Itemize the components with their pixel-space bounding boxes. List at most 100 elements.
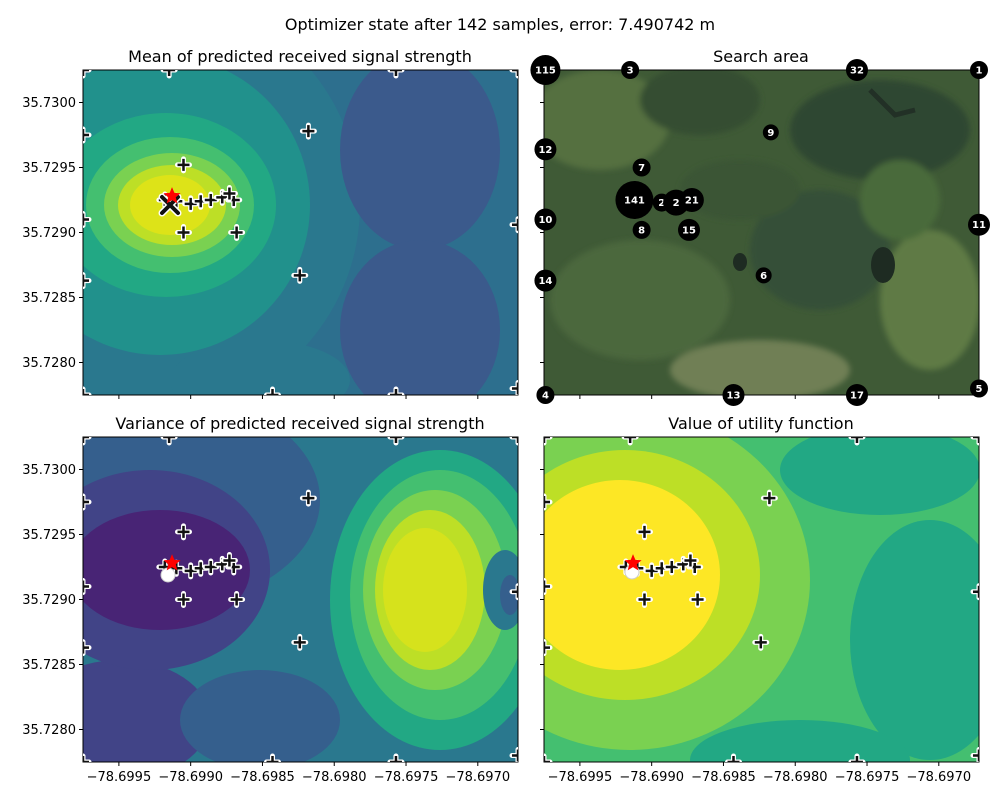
mean-contour-field <box>83 70 518 395</box>
sample-marker <box>160 70 178 79</box>
sample-count-bubble <box>968 213 990 236</box>
x-tick-label: −78.6990 <box>158 770 223 785</box>
variance-y-ticks: 35.7280 35.7285 35.7290 35.7295 35.7300 <box>22 463 83 738</box>
sample-count-bubble <box>722 384 745 406</box>
x-tick-label: −78.6980 <box>302 770 367 785</box>
sample-count-bubble <box>534 269 557 292</box>
y-tick-label: 35.7300 <box>22 96 76 111</box>
mean-y-ticks: 35.7280 35.7285 35.7290 35.7295 35.7300 <box>22 96 83 371</box>
y-tick-label: 35.7295 <box>22 161 76 176</box>
sample-count-label: 2 <box>673 198 680 209</box>
sample-marker <box>544 578 553 595</box>
panel-search-area-title: Search area <box>713 47 809 66</box>
panel-variance-title: Variance of predicted received signal st… <box>115 414 484 433</box>
sample-count-bubbles: 115 3 32 1 9 12 7 141 2 2 21 10 8 15 11 6 14 4 13 17 5 <box>530 55 990 406</box>
sample-marker <box>387 386 405 395</box>
sample-count-label: 3 <box>627 66 634 77</box>
sample-marker <box>220 552 238 569</box>
sample-count-label: 10 <box>538 215 552 226</box>
utility-true-location-star <box>624 554 642 571</box>
sample-count-bubble <box>621 61 640 79</box>
sample-marker <box>970 747 979 762</box>
sample-marker <box>387 70 405 79</box>
y-tick-label: 35.7285 <box>22 291 76 306</box>
sample-marker <box>635 591 653 608</box>
sample-count-bubble <box>970 61 988 79</box>
y-tick-label: 35.7280 <box>22 723 76 738</box>
sample-marker <box>689 591 707 608</box>
sample-marker <box>174 156 192 174</box>
sample-marker <box>970 583 979 601</box>
panel-search-area: Search area 115 3 32 1 9 12 7 141 2 2 21 10 8 15 11 6 14… <box>530 47 990 406</box>
sample-marker <box>182 195 200 213</box>
sample-marker <box>83 578 92 595</box>
sample-marker <box>848 437 866 446</box>
sample-count-label: 1 <box>976 66 983 77</box>
sample-count-bubble <box>845 59 868 81</box>
sample-count-label: 17 <box>850 391 864 402</box>
sample-marker <box>509 380 518 395</box>
satellite-imagery <box>544 70 979 395</box>
sample-count-bubble <box>762 124 779 141</box>
true-location-star <box>163 187 181 204</box>
sample-count-bubble <box>615 181 654 219</box>
sample-marker <box>83 211 92 228</box>
sample-marker <box>299 489 317 507</box>
sample-count-bubble <box>536 386 555 404</box>
sample-marker <box>509 583 518 601</box>
sample-marker <box>202 558 220 576</box>
x-tick-label: −78.6995 <box>87 770 152 785</box>
sample-count-label: 11 <box>972 220 986 231</box>
sample-marker <box>663 558 681 576</box>
sample-marker <box>160 437 178 446</box>
panel-variance: Variance of predicted received signal st… <box>22 414 519 785</box>
sample-marker <box>174 224 192 241</box>
sample-count-label: 141 <box>624 196 645 207</box>
sample-marker <box>174 591 192 608</box>
sample-marker <box>83 126 92 144</box>
sample-marker <box>643 562 661 580</box>
panel-utility: Value of utility function −78.6995 −78.69… <box>540 414 980 785</box>
utility-y-ticks <box>540 469 544 730</box>
sample-count-bubble <box>632 220 651 239</box>
sample-marker <box>544 639 553 657</box>
sample-count-bubble <box>678 218 700 241</box>
sample-count-label: 32 <box>850 66 864 77</box>
sample-count-label: 8 <box>638 225 645 236</box>
sample-count-label: 12 <box>538 145 552 156</box>
sample-marker <box>387 437 405 446</box>
x-tick-label: −78.6995 <box>548 770 613 785</box>
x-tick-label: −78.6970 <box>445 770 510 785</box>
panel-utility-title: Value of utility function <box>668 414 853 433</box>
sample-marker <box>387 753 405 762</box>
sample-marker <box>83 493 92 511</box>
sample-marker <box>752 633 770 651</box>
sample-marker <box>202 191 220 209</box>
sample-count-label: 5 <box>976 384 983 395</box>
sample-marker <box>760 489 778 507</box>
sample-marker <box>299 122 317 140</box>
y-tick-label: 35.7300 <box>22 463 76 478</box>
x-tick-label: −78.6980 <box>763 770 828 785</box>
variance-true-location-star <box>163 554 181 571</box>
sample-marker <box>228 224 246 241</box>
utility-x-ticks: −78.6995 −78.6990 −78.6985 −78.6980 −78.6975… <box>548 762 971 785</box>
sample-count-label: 4 <box>542 391 549 402</box>
sample-marker <box>848 753 866 762</box>
sample-marker <box>509 747 518 762</box>
x-tick-label: −78.6975 <box>374 770 439 785</box>
x-tick-label: −78.6985 <box>230 770 295 785</box>
panel-mean-title: Mean of predicted received signal streng… <box>128 47 472 66</box>
sample-marker <box>174 523 192 541</box>
sample-count-label: 115 <box>535 66 556 77</box>
x-tick-label: −78.6970 <box>906 770 971 785</box>
sample-marker <box>291 266 309 284</box>
variance-estimate-marker <box>160 567 176 583</box>
variance-x-ticks: −78.6995 −78.6990 −78.6985 −78.6980 −78.6975… <box>87 762 510 785</box>
sample-marker <box>635 523 653 541</box>
sample-count-bubble <box>632 158 651 177</box>
panel-mean: Mean of predicted received signal streng… <box>22 47 519 399</box>
mean-x-ticks <box>118 395 479 399</box>
sample-marker <box>228 591 246 608</box>
